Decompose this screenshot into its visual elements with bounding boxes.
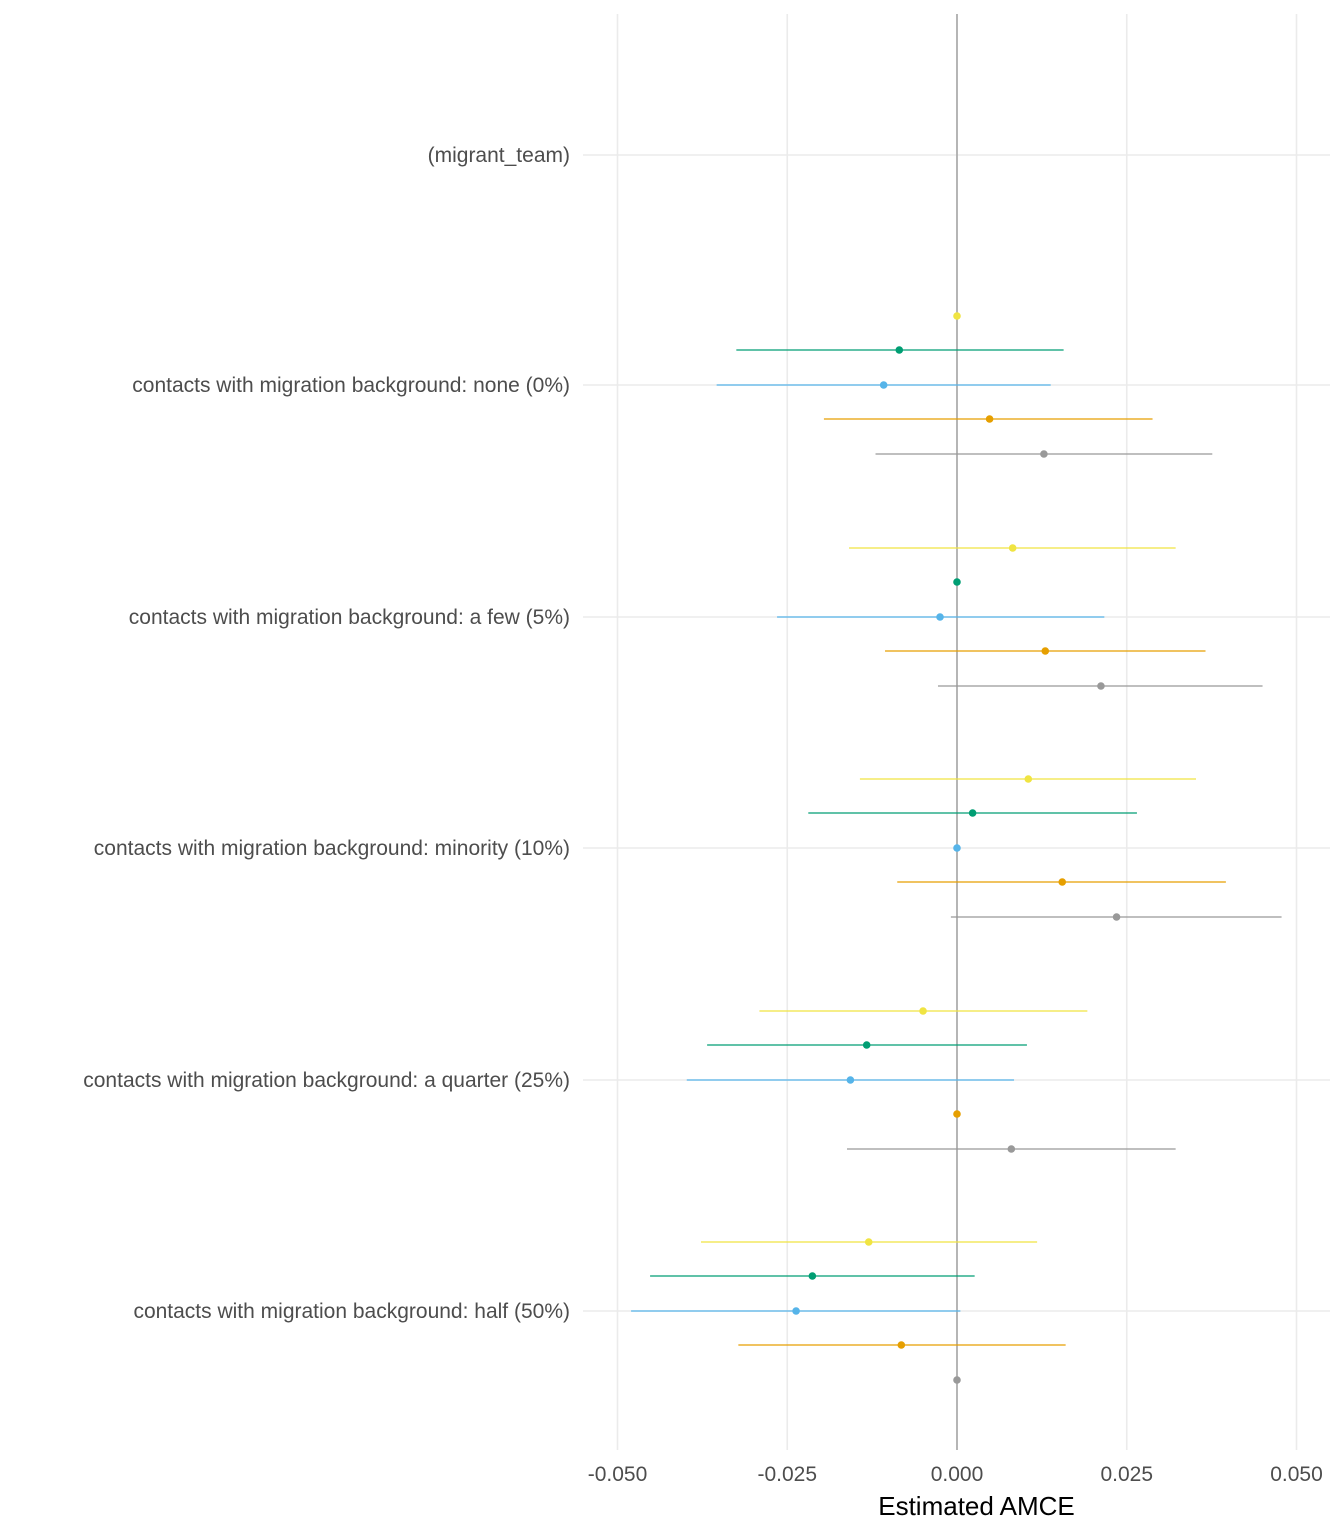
- estimate-point: [897, 1341, 906, 1349]
- estimate-point: [953, 1110, 961, 1118]
- estimate-point: [1041, 647, 1050, 655]
- x-tick-label: 0.050: [1270, 1463, 1323, 1486]
- x-tick-label: 0.025: [1100, 1463, 1153, 1486]
- estimate-point: [953, 1376, 961, 1384]
- x-tick-label: -0.050: [588, 1463, 648, 1486]
- estimate-point: [895, 346, 904, 354]
- category-labels: (migrant_team) contacts with migration ba…: [83, 144, 570, 1323]
- estimate-point: [1112, 913, 1121, 921]
- estimate-point: [1008, 544, 1017, 552]
- category-label: contacts with migration background: none…: [132, 374, 570, 397]
- estimate-point: [936, 613, 944, 621]
- x-tick-labels: -0.050 -0.025 0.000 0.025 0.050: [588, 1463, 1323, 1486]
- estimate-point: [864, 1238, 873, 1246]
- estimate-point: [808, 1272, 817, 1280]
- estimate-point: [846, 1076, 855, 1084]
- x-tick-label: -0.025: [757, 1463, 817, 1486]
- estimate-point: [953, 578, 961, 586]
- estimate-point: [968, 809, 977, 817]
- estimate-point: [1007, 1145, 1016, 1153]
- estimate-point: [953, 844, 961, 852]
- category-label: contacts with migration background: mino…: [94, 837, 570, 860]
- category-label: contacts with migration background: half…: [133, 1300, 570, 1323]
- category-label: contacts with migration background: a fe…: [129, 606, 570, 629]
- estimate-point: [792, 1307, 800, 1315]
- category-label: contacts with migration background: a qu…: [83, 1069, 570, 1092]
- estimate-point: [862, 1041, 871, 1049]
- estimate-point: [919, 1007, 927, 1015]
- estimate-point: [879, 381, 888, 389]
- estimate-point: [985, 415, 994, 423]
- estimate-point: [1024, 775, 1033, 783]
- x-axis-title: Estimated AMCE: [878, 1491, 1075, 1521]
- chart-marks: [631, 312, 1282, 1384]
- estimate-point: [953, 312, 961, 320]
- estimate-point: [1040, 450, 1048, 458]
- estimate-point: [1058, 878, 1067, 886]
- category-label: (migrant_team): [428, 144, 570, 167]
- x-tick-label: 0.000: [931, 1463, 984, 1486]
- estimate-point: [1097, 682, 1105, 690]
